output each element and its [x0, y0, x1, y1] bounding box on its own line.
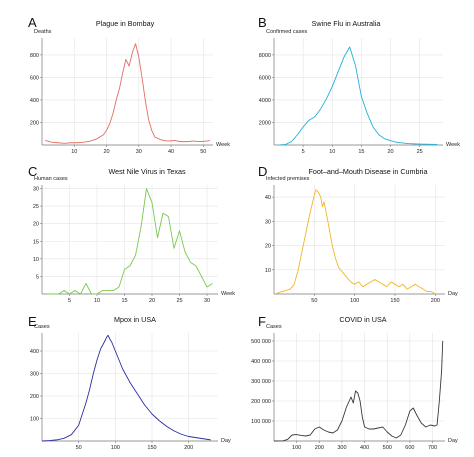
- x-axis-label: Week: [216, 142, 230, 148]
- x-tick-label: 10: [71, 149, 77, 155]
- y-tick-label: 400 000: [251, 359, 271, 365]
- x-tick-label: 15: [121, 298, 127, 304]
- x-tick-label: 30: [204, 298, 210, 304]
- y-tick-label: 100 000: [251, 419, 271, 425]
- y-tick-label: 800: [30, 53, 39, 59]
- y-tick-label: 10: [33, 257, 39, 263]
- panel-letter: C: [28, 164, 37, 179]
- x-tick-label: 200: [184, 445, 193, 451]
- x-tick-label: 50: [76, 445, 82, 451]
- y-axis-label: Deaths: [34, 29, 52, 35]
- y-tick-label: 25: [33, 204, 39, 210]
- chart-title: COVID in USA: [339, 315, 386, 324]
- y-tick-label: 200: [30, 394, 39, 400]
- x-tick-label: 200: [315, 445, 324, 451]
- y-axis-label: Cases: [34, 324, 50, 330]
- y-tick-label: 20: [33, 222, 39, 228]
- y-tick-label: 6000: [259, 75, 271, 81]
- x-tick-label: 150: [390, 298, 399, 304]
- panel-letter: D: [258, 164, 267, 179]
- y-tick-label: 4000: [259, 98, 271, 104]
- x-axis-label: Day: [221, 438, 231, 444]
- x-tick-label: 50: [311, 298, 317, 304]
- x-tick-label: 25: [176, 298, 182, 304]
- y-tick-label: 600: [30, 75, 39, 81]
- x-tick-label: 300: [337, 445, 346, 451]
- y-tick-label: 300: [30, 372, 39, 378]
- y-tick-label: 30: [33, 187, 39, 193]
- y-tick-label: 20: [265, 244, 271, 250]
- y-tick-label: 400: [30, 349, 39, 355]
- panel-letter: E: [28, 314, 37, 329]
- series-line: [273, 340, 444, 442]
- y-tick-label: 200 000: [251, 399, 271, 405]
- panel-b: B Swine Flu in Australia Confirmed cases 5 1…: [258, 15, 460, 155]
- y-tick-label: 300 000: [251, 379, 271, 385]
- panel-e: E Mpox in USA Cases 50 100 150 200 100 200 300 400…: [28, 314, 231, 451]
- x-tick-label: 150: [147, 445, 156, 451]
- x-axis-label: Day: [448, 438, 458, 444]
- panel-d: D Foot–and–Mouth Disease in CumbriaInfect…: [258, 164, 458, 304]
- chart-title: Plague in Bombay: [96, 19, 155, 28]
- x-tick-label: 20: [149, 298, 155, 304]
- y-tick-label: 15: [33, 239, 39, 245]
- x-tick-label: 400: [360, 445, 369, 451]
- x-tick-label: 5: [302, 149, 305, 155]
- x-tick-label: 100: [292, 445, 301, 451]
- y-tick-label: 5: [36, 274, 39, 280]
- panel-f: F COVID in USA Cases 100 200 300 400 500 600 700 1…: [251, 314, 458, 451]
- x-tick-label: 25: [417, 149, 423, 155]
- x-tick-label: 10: [329, 149, 335, 155]
- x-axis-label: Day: [448, 291, 458, 297]
- y-tick-label: 500 000: [251, 339, 271, 345]
- x-tick-label: 100: [350, 298, 359, 304]
- panel-letter: A: [28, 15, 37, 30]
- y-tick-label: 200: [30, 120, 39, 126]
- chart-title: West Nile Virus in Texas: [108, 167, 186, 176]
- y-tick-label: 100: [30, 417, 39, 423]
- y-tick-label: 30: [265, 219, 271, 225]
- series-line: [274, 189, 436, 295]
- chart-title: Swine Flu in Australia: [312, 19, 381, 28]
- y-axis-label: Cases: [266, 324, 282, 330]
- y-tick-label: 8000: [259, 53, 271, 59]
- panel-c: C West Nile Virus in Texas Human cases 5 10 1…: [28, 164, 235, 304]
- x-tick-label: 20: [103, 149, 109, 155]
- series-line: [279, 46, 438, 146]
- chart-title: Mpox in USA: [114, 315, 156, 324]
- y-tick-label: 400: [30, 98, 39, 104]
- x-axis-label: Week: [221, 291, 235, 297]
- y-tick-label: 10: [265, 268, 271, 274]
- x-tick-label: 700: [428, 445, 437, 451]
- chart-title: Foot–and–Mouth Disease in Cumbria: [308, 167, 427, 176]
- series-line: [47, 188, 213, 295]
- x-axis-label: Week: [446, 142, 460, 148]
- series-line: [41, 334, 211, 442]
- x-tick-label: 20: [387, 149, 393, 155]
- y-axis-label: Infected premises: [266, 176, 310, 182]
- series-line: [45, 43, 210, 144]
- panel-letter: B: [258, 15, 267, 30]
- panel-a: A Plague in Bombay Deaths 10 20 30 40 50 200 400 6…: [28, 15, 230, 155]
- y-tick-label: 2000: [259, 120, 271, 126]
- x-tick-label: 15: [358, 149, 364, 155]
- y-tick-label: 40: [265, 195, 271, 201]
- y-axis-label: Human cases: [34, 176, 68, 182]
- x-tick-label: 50: [200, 149, 206, 155]
- x-tick-label: 40: [168, 149, 174, 155]
- x-tick-label: 600: [405, 445, 414, 451]
- x-tick-label: 200: [431, 298, 440, 304]
- x-tick-label: 100: [111, 445, 120, 451]
- x-tick-label: 500: [383, 445, 392, 451]
- panel-letter: F: [258, 314, 266, 329]
- x-tick-label: 10: [94, 298, 100, 304]
- y-axis-label: Confirmed cases: [266, 29, 308, 35]
- x-tick-label: 5: [68, 298, 71, 304]
- x-tick-label: 30: [136, 149, 142, 155]
